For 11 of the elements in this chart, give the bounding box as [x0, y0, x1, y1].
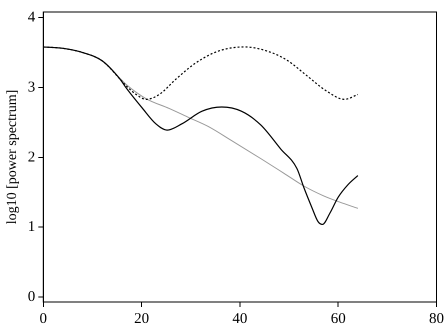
y-tick-label: 0	[28, 289, 36, 306]
x-tick-label: 0	[40, 310, 48, 327]
y-tick-label: 1	[28, 219, 36, 236]
x-tick-label: 20	[134, 310, 150, 327]
y-tick-label: 2	[28, 149, 36, 166]
x-tick-label: 60	[330, 310, 346, 327]
x-tick-label: 40	[232, 310, 248, 327]
y-axis-title: log10 [power spectrum]	[5, 90, 20, 224]
x-tick-label: 80	[429, 310, 444, 327]
y-tick-label: 3	[28, 79, 36, 96]
y-tick-label: 4	[28, 10, 36, 26]
